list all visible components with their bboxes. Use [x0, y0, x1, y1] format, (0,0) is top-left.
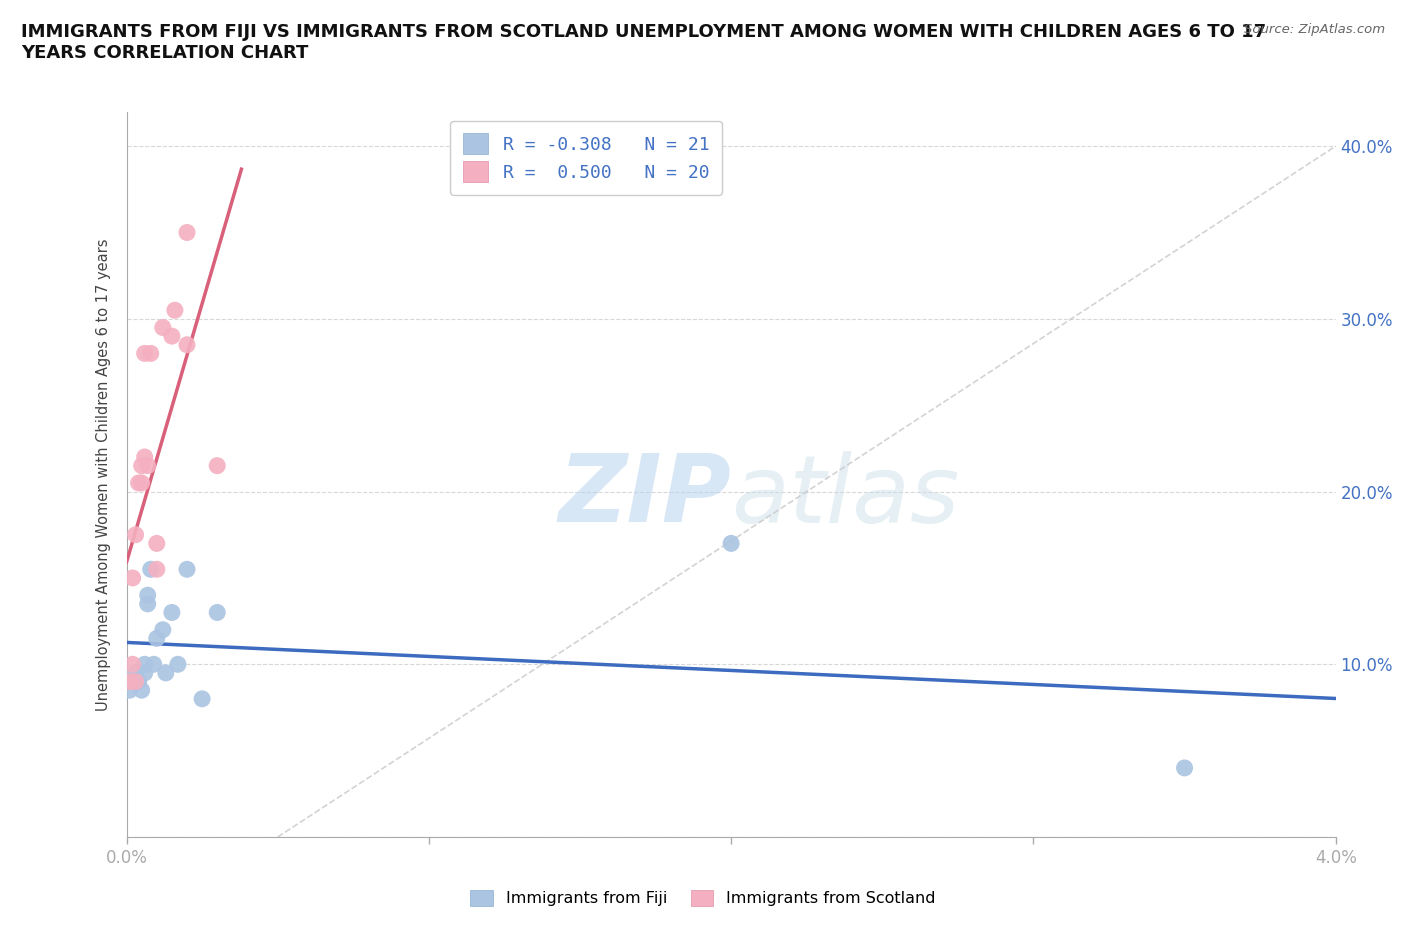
Legend: Immigrants from Fiji, Immigrants from Scotland: Immigrants from Fiji, Immigrants from Sc… [464, 884, 942, 912]
Point [146, 536, 169, 551]
Text: atlas: atlas [731, 450, 959, 541]
Point [176, 338, 198, 352]
Point [136, 596, 159, 611]
Point [155, 666, 177, 681]
Point [152, 320, 174, 335]
Point [134, 666, 156, 681]
Point [176, 225, 198, 240]
Point [191, 691, 214, 706]
Point [134, 657, 156, 671]
Point [131, 683, 153, 698]
Point [160, 605, 183, 620]
Point [205, 605, 228, 620]
Point [720, 536, 742, 551]
Point [121, 674, 143, 689]
Point [146, 631, 169, 645]
Point [124, 666, 146, 681]
Point [134, 449, 156, 464]
Point [118, 674, 141, 689]
Point [1174, 761, 1197, 776]
Point [118, 683, 141, 698]
Point [136, 458, 159, 473]
Point [134, 346, 156, 361]
Point [152, 622, 174, 637]
Point [146, 562, 169, 577]
Point [176, 562, 198, 577]
Point [163, 303, 186, 318]
Point [121, 657, 143, 671]
Y-axis label: Unemployment Among Women with Children Ages 6 to 17 years: Unemployment Among Women with Children A… [96, 238, 111, 711]
Point [139, 562, 162, 577]
Point [121, 570, 143, 585]
Point [124, 674, 146, 689]
Point [131, 475, 153, 490]
Point [160, 328, 183, 343]
Point [136, 588, 159, 603]
Point [167, 657, 190, 671]
Point [124, 527, 146, 542]
Text: ZIP: ZIP [558, 450, 731, 542]
Point [131, 458, 153, 473]
Point [128, 674, 150, 689]
Point [205, 458, 228, 473]
Text: IMMIGRANTS FROM FIJI VS IMMIGRANTS FROM SCOTLAND UNEMPLOYMENT AMONG WOMEN WITH C: IMMIGRANTS FROM FIJI VS IMMIGRANTS FROM … [21, 23, 1267, 62]
Point [139, 346, 162, 361]
Point [142, 657, 165, 671]
Point [128, 475, 150, 490]
Legend: R = -0.308   N = 21, R =  0.500   N = 20: R = -0.308 N = 21, R = 0.500 N = 20 [450, 121, 721, 195]
Text: Source: ZipAtlas.com: Source: ZipAtlas.com [1244, 23, 1385, 36]
